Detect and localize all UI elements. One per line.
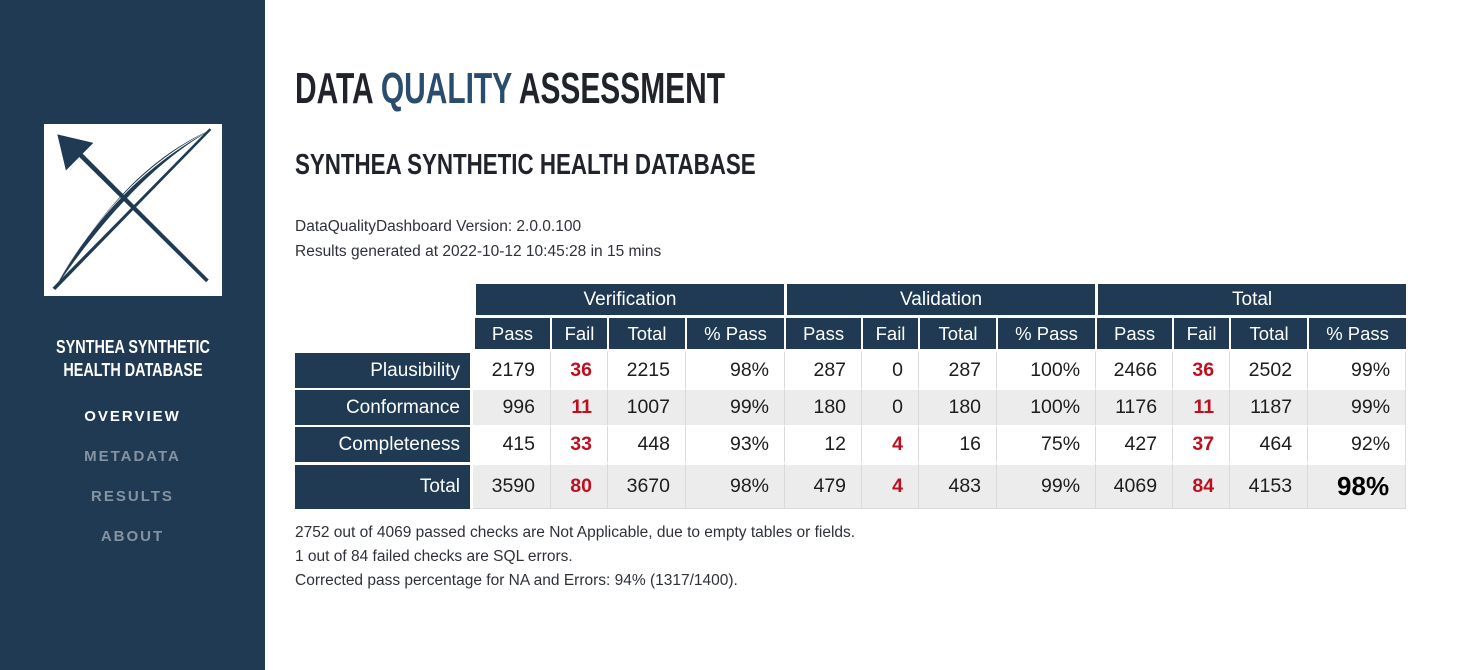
table-cell: 99% bbox=[685, 388, 785, 425]
row-label-conformance: Conformance bbox=[295, 388, 473, 425]
table-cell: 93% bbox=[685, 425, 785, 462]
column-header-pass: Pass bbox=[473, 318, 550, 351]
column-header-pass: Pass bbox=[1095, 318, 1173, 351]
synthea-logo bbox=[43, 124, 222, 296]
table-cell: 0 bbox=[861, 388, 919, 425]
footnotes: 2752 out of 4069 passed checks are Not A… bbox=[295, 521, 1477, 593]
sidebar-item-overview[interactable]: OVERVIEW bbox=[84, 407, 181, 425]
page-title: DATA QUALITY ASSESSMENT bbox=[295, 66, 1477, 112]
table-cell: 33 bbox=[550, 425, 607, 462]
table-cell: 2466 bbox=[1095, 351, 1173, 388]
generated-line: Results generated at 2022-10-12 10:45:28… bbox=[295, 243, 662, 260]
table-cell: 99% bbox=[996, 462, 1096, 509]
table-cell: 11 bbox=[550, 388, 607, 425]
table-cell: 11 bbox=[1172, 388, 1230, 425]
table-cell: 464 bbox=[1229, 425, 1308, 462]
sidebar-nav: OVERVIEW METADATA RESULTS ABOUT bbox=[0, 396, 265, 556]
sidebar-item-results[interactable]: RESULTS bbox=[91, 487, 174, 505]
column-group-validation: Validation bbox=[784, 284, 1096, 318]
table-cell: 99% bbox=[1307, 351, 1407, 388]
table-cell: 3670 bbox=[607, 462, 685, 509]
row-label-completeness: Completeness bbox=[295, 425, 473, 462]
column-header-total: Total bbox=[918, 318, 997, 351]
column-header-fail: Fail bbox=[861, 318, 919, 351]
table-cell: 1176 bbox=[1095, 388, 1173, 425]
table-cell: 98% bbox=[685, 462, 785, 509]
column-group-verification: Verification bbox=[473, 284, 785, 318]
row-label-total: Total bbox=[295, 462, 473, 509]
row-label-plausibility: Plausibility bbox=[295, 351, 473, 388]
table-cell: 0 bbox=[861, 351, 919, 388]
page-title-suffix: ASSESSMENT bbox=[511, 64, 725, 113]
table-cell: 427 bbox=[1095, 425, 1173, 462]
table-cell: 287 bbox=[918, 351, 997, 388]
table-corner bbox=[295, 284, 473, 351]
page-title-prefix: DATA bbox=[295, 64, 381, 113]
column-header-fail: Fail bbox=[550, 318, 607, 351]
column-header-pass: Pass bbox=[784, 318, 862, 351]
table-cell: 287 bbox=[784, 351, 862, 388]
table-cell: 4 bbox=[861, 425, 919, 462]
table-cell: 36 bbox=[550, 351, 607, 388]
table-cell: 1007 bbox=[607, 388, 685, 425]
database-subtitle: SYNTHEA SYNTHETIC HEALTH DATABASE bbox=[295, 150, 1477, 180]
footnote-line: 1 out of 84 failed checks are SQL errors… bbox=[295, 548, 573, 565]
table-cell: 483 bbox=[918, 462, 997, 509]
table-cell: 415 bbox=[473, 425, 550, 462]
version-info: DataQualityDashboard Version: 2.0.0.100 … bbox=[295, 214, 1477, 264]
table-cell: 36 bbox=[1172, 351, 1230, 388]
version-line: DataQualityDashboard Version: 2.0.0.100 bbox=[295, 218, 582, 235]
table-cell: 2179 bbox=[473, 351, 550, 388]
sidebar-item-about[interactable]: ABOUT bbox=[100, 527, 165, 545]
column-header-pct-pass: % Pass bbox=[685, 318, 785, 351]
table-cell: 2215 bbox=[607, 351, 685, 388]
table-cell: 16 bbox=[918, 425, 997, 462]
table-cell: 100% bbox=[996, 388, 1096, 425]
table-cell: 4069 bbox=[1095, 462, 1173, 509]
column-header-pct-pass: % Pass bbox=[1307, 318, 1407, 351]
table-cell: 84 bbox=[1172, 462, 1230, 509]
table-cell: 37 bbox=[1172, 425, 1230, 462]
table-cell: 98% bbox=[1307, 462, 1407, 509]
sidebar: SYNTHEA SYNTHETIC HEALTH DATABASE OVERVI… bbox=[0, 0, 265, 670]
table-cell: 98% bbox=[685, 351, 785, 388]
table-cell: 180 bbox=[784, 388, 862, 425]
table-cell: 1187 bbox=[1229, 388, 1308, 425]
table-cell: 479 bbox=[784, 462, 862, 509]
table-cell: 996 bbox=[473, 388, 550, 425]
column-header-pct-pass: % Pass bbox=[996, 318, 1096, 351]
table-cell: 75% bbox=[996, 425, 1096, 462]
table-cell: 4 bbox=[861, 462, 919, 509]
table-cell: 100% bbox=[996, 351, 1096, 388]
table-cell: 180 bbox=[918, 388, 997, 425]
sidebar-item-metadata[interactable]: METADATA bbox=[84, 447, 181, 465]
data-quality-summary-table: Verification Validation Total Pass Fail Total… bbox=[295, 284, 1407, 509]
footnote-line: Corrected pass percentage for NA and Err… bbox=[295, 572, 738, 589]
database-subtitle-text: SYNTHEA SYNTHETIC HEALTH DATABASE bbox=[295, 149, 756, 181]
table-cell: 80 bbox=[550, 462, 607, 509]
table-cell: 448 bbox=[607, 425, 685, 462]
bow-arrow-icon bbox=[52, 128, 212, 290]
table-cell: 99% bbox=[1307, 388, 1407, 425]
table-cell: 92% bbox=[1307, 425, 1407, 462]
table-cell: 2502 bbox=[1229, 351, 1308, 388]
column-header-total: Total bbox=[1229, 318, 1308, 351]
sidebar-database-title-text: SYNTHEA SYNTHETIC HEALTH DATABASE bbox=[55, 337, 210, 380]
column-group-total: Total bbox=[1095, 284, 1407, 318]
column-header-total: Total bbox=[607, 318, 685, 351]
table-cell: 4153 bbox=[1229, 462, 1308, 509]
footnote-line: 2752 out of 4069 passed checks are Not A… bbox=[295, 524, 856, 541]
sidebar-database-title: SYNTHEA SYNTHETIC HEALTH DATABASE bbox=[0, 336, 265, 382]
main-content: DATA QUALITY ASSESSMENT SYNTHEA SYNTHETI… bbox=[265, 0, 1477, 670]
table-cell: 3590 bbox=[473, 462, 550, 509]
table-cell: 12 bbox=[784, 425, 862, 462]
page-title-highlight: QUALITY bbox=[380, 64, 512, 113]
column-header-fail: Fail bbox=[1172, 318, 1230, 351]
